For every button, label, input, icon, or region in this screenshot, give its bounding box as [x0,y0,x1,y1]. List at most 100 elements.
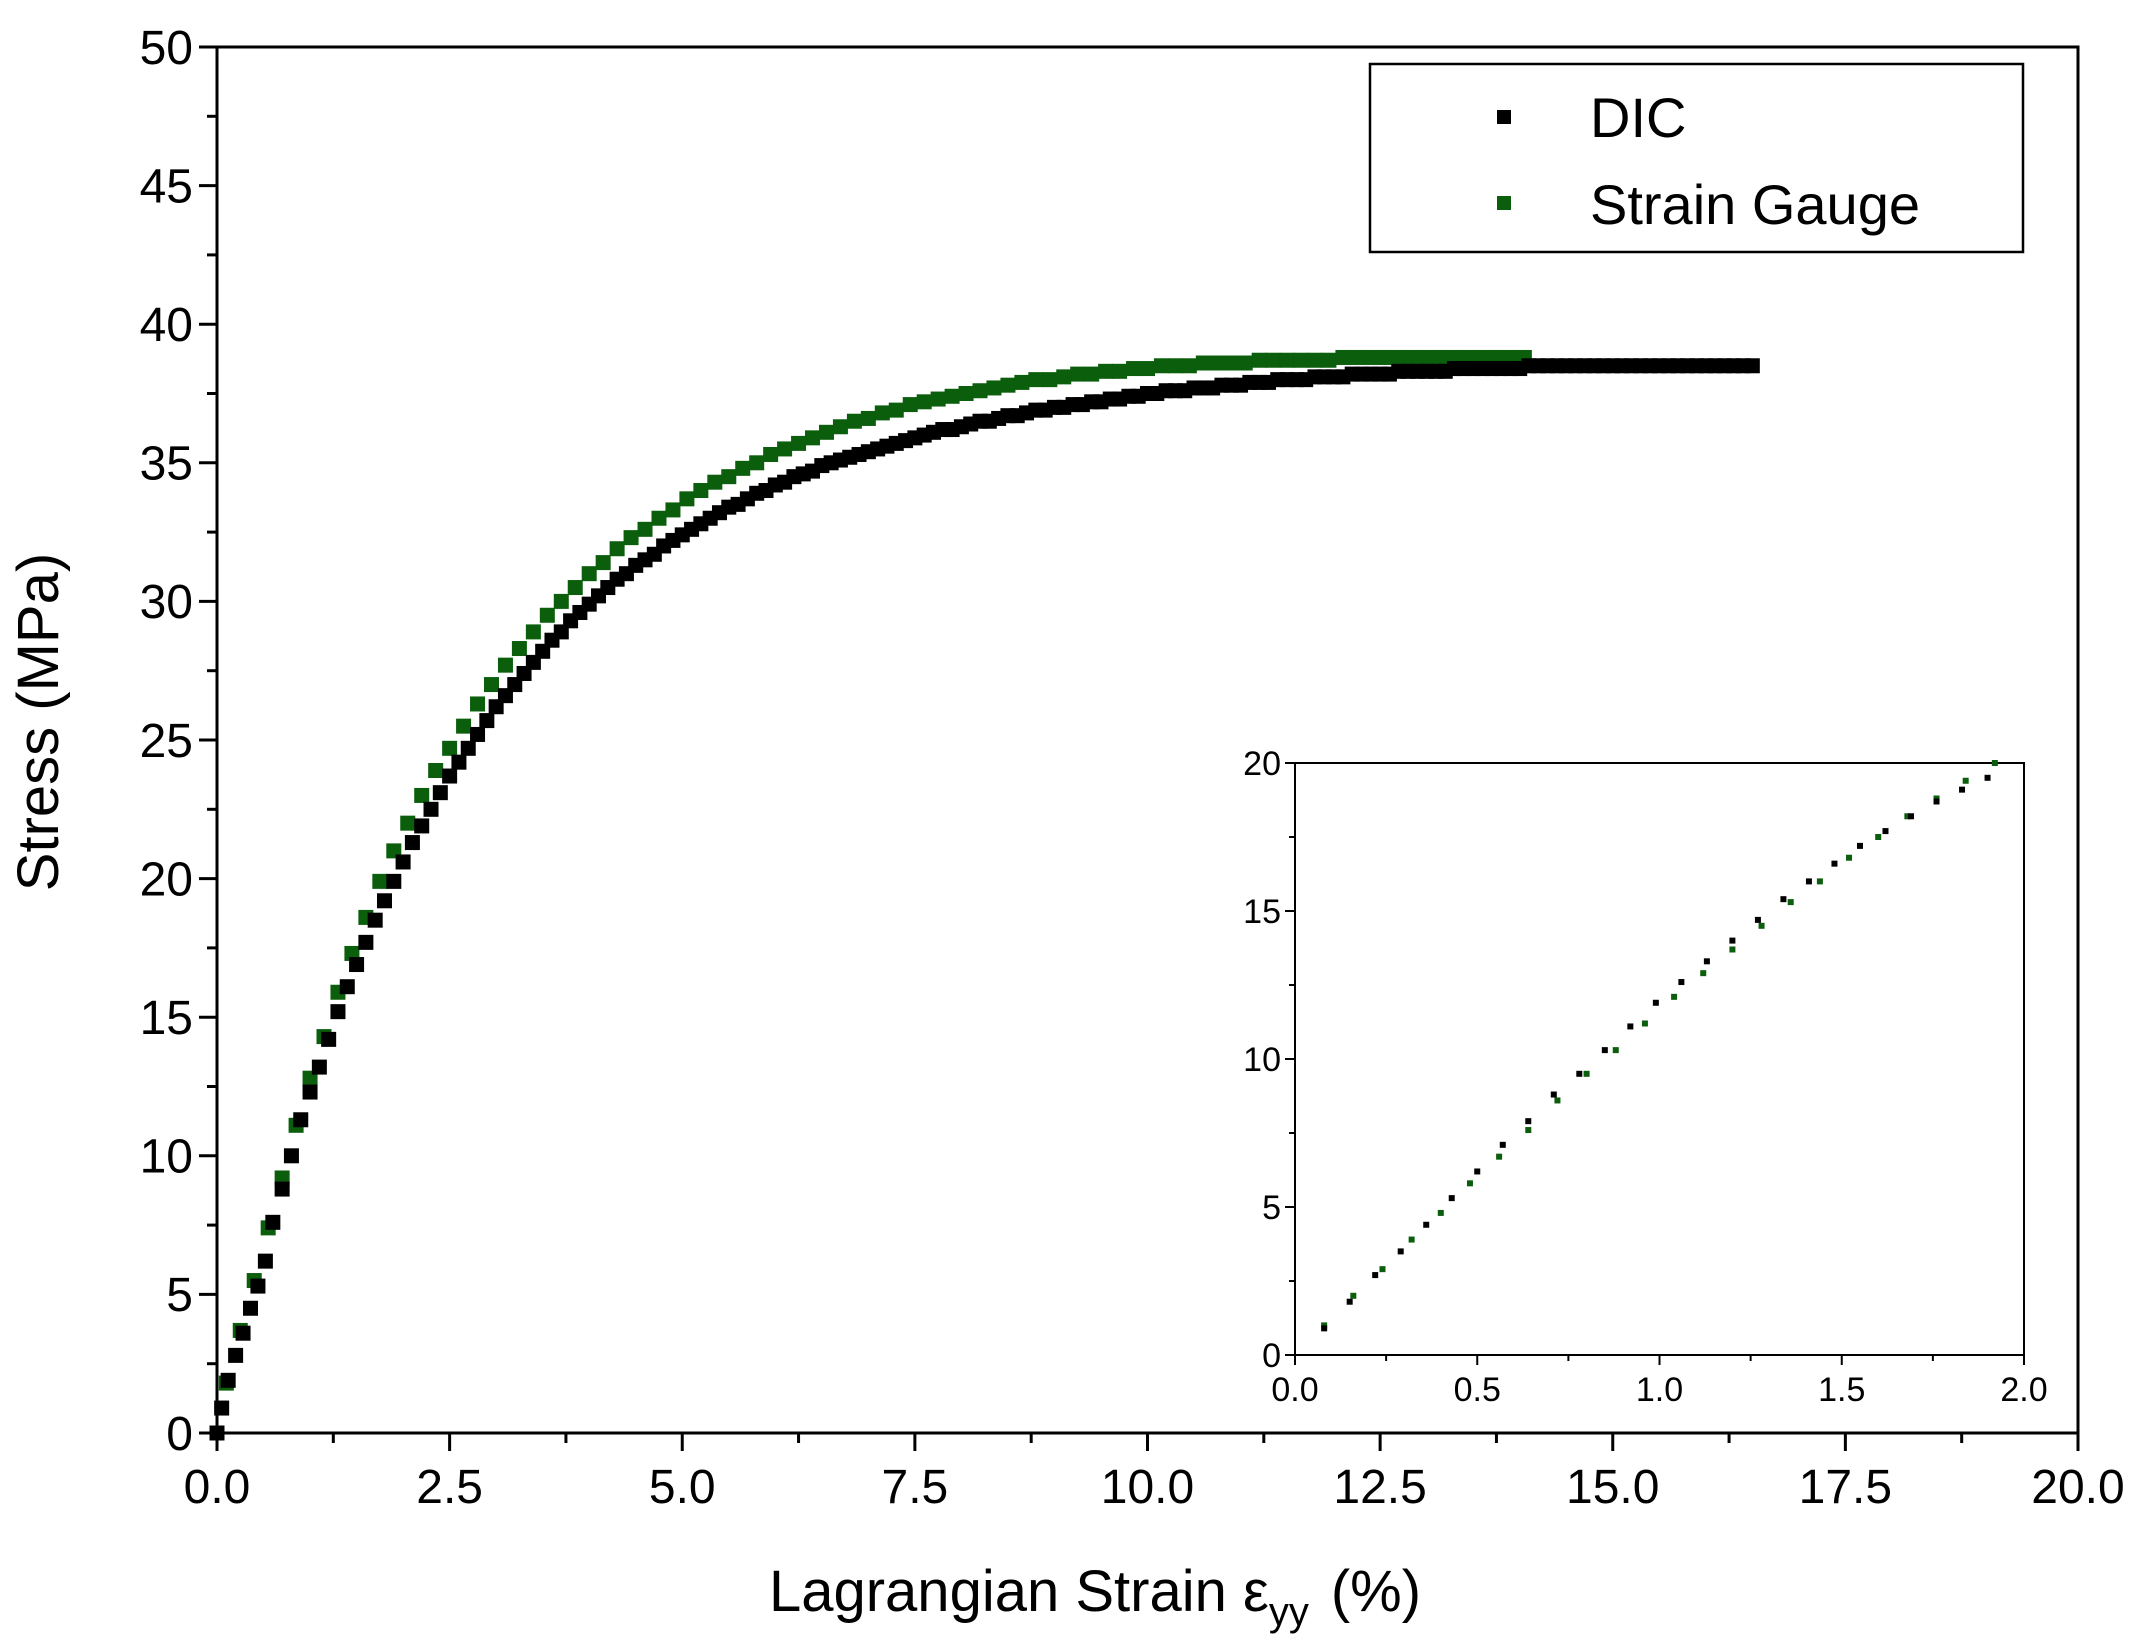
main-point-strain-gauge [1209,355,1225,371]
main-point-strain-gauge [735,460,751,476]
main-point-strain-gauge [1307,352,1323,368]
main-point-strain-gauge [1433,349,1449,365]
inset-x-tick-label: 0.0 [1271,1371,1318,1409]
main-point-strain-gauge [567,580,583,596]
main-point-dic [367,912,383,928]
main-point-strain-gauge [1419,349,1435,365]
inset-point-dic [1856,842,1863,849]
main-point-strain-gauge [442,740,458,756]
main-x-tick-label: 15.0 [1566,1461,1659,1514]
main-point-strain-gauge [1391,349,1407,365]
inset-axis-ticks: 0.0 0.5 1.0 1.5 2.0 0 5 10 15 20 [1243,745,2047,1409]
main-point-strain-gauge [1056,369,1072,385]
inset-point-dic [1933,798,1940,805]
inset-point-dic [1754,916,1761,923]
main-point-strain-gauge [623,530,639,546]
main-point-strain-gauge [874,405,890,421]
main-point-strain-gauge [539,607,555,623]
main-point-strain-gauge [483,677,499,693]
main-point-strain-gauge [595,555,611,571]
main-point-strain-gauge [1363,349,1379,365]
main-point-strain-gauge [1195,355,1211,371]
main-y-tick-label: 45 [140,160,193,213]
main-point-strain-gauge [1140,361,1155,377]
main-y-tick-label: 15 [140,992,193,1045]
inset-point-dic [1780,896,1787,903]
main-point-strain-gauge [1349,349,1365,365]
main-point-strain-gauge [1070,366,1086,382]
main-y-tick-label: 40 [140,299,193,352]
main-point-dic [414,818,430,834]
main-point-strain-gauge [525,624,541,640]
main-point-dic [311,1059,327,1075]
main-point-strain-gauge [749,455,765,471]
legend-marker-dic [1497,110,1511,124]
inset-point-dic [1908,813,1915,820]
inset-point-strain-gauge [1962,777,1969,784]
main-point-dic [395,854,411,870]
inset-point-strain-gauge [1466,1180,1473,1187]
inset-point-dic [1423,1221,1430,1228]
inset-point-strain-gauge [1991,760,1998,766]
main-x-tick-label: 12.5 [1333,1461,1426,1514]
x-axis-title-main: Lagrangian Strain ε [769,1559,1269,1624]
inset-point-dic [1882,828,1889,835]
main-point-dic [349,957,365,973]
inset-y-tick-label: 20 [1243,745,1281,783]
inset-plot: 0.0 0.5 1.0 1.5 2.0 0 5 10 15 20 [1243,745,2047,1409]
inset-point-dic [1678,979,1685,986]
main-point-strain-gauge [1042,372,1058,388]
main-point-dic [386,873,402,889]
main-point-dic [274,1181,290,1197]
inset-point-strain-gauge [1729,946,1736,953]
inset-point-strain-gauge [1700,970,1707,977]
inset-point-strain-gauge [1671,993,1678,1000]
main-point-dic [235,1325,251,1341]
main-x-tick-label: 20.0 [2031,1461,2124,1514]
main-x-tick-label: 2.5 [416,1461,483,1514]
inset-point-strain-gauge [1904,813,1911,820]
main-point-strain-gauge [902,397,918,413]
inset-point-dic [1474,1168,1481,1175]
main-y-tick-label: 0 [166,1408,193,1461]
inset-point-strain-gauge [1350,1292,1357,1299]
x-axis-title-unit: (%) [1331,1559,1421,1624]
inset-point-dic [1703,958,1710,965]
main-y-tick-label: 20 [140,853,193,906]
main-point-strain-gauge [1237,355,1253,371]
main-point-strain-gauge [1335,349,1351,365]
inset-point-strain-gauge [1496,1153,1503,1160]
main-point-dic [376,893,392,909]
main-point-strain-gauge [1181,358,1197,374]
main-point-strain-gauge [1014,374,1030,390]
main-point-dic [330,1004,346,1020]
inset-point-dic [1601,1047,1608,1054]
main-point-strain-gauge [1153,358,1169,374]
main-point-strain-gauge [414,787,430,803]
legend-marker-strain-gauge [1497,196,1511,210]
inset-point-strain-gauge [1583,1070,1590,1077]
inset-point-strain-gauge [1846,854,1853,861]
main-point-strain-gauge [511,641,527,657]
main-point-strain-gauge [637,521,653,537]
inset-data-points [1321,760,1998,1332]
main-point-dic [265,1214,281,1230]
inset-point-strain-gauge [1612,1047,1619,1054]
legend: DIC Strain Gauge [1368,62,2025,254]
main-point-dic [250,1278,266,1294]
main-point-dic [451,754,467,770]
main-axis-ticks: 0.0 2.5 5.0 7.5 10.0 12.5 15.0 17.5 20.0 0 5 10 15 20… [140,22,2125,1514]
main-point-strain-gauge [860,410,876,426]
main-point-strain-gauge [553,593,569,609]
main-point-strain-gauge [805,430,821,446]
main-point-strain-gauge [930,391,946,407]
main-y-tick-label: 30 [140,576,193,629]
inset-point-strain-gauge [1758,922,1765,929]
main-point-strain-gauge [846,413,862,429]
main-x-tick-label: 0.0 [184,1461,251,1514]
legend-label-strain-gauge: Strain Gauge [1590,173,1920,236]
inset-point-dic [1397,1248,1404,1255]
y-axis-title: Stress (MPa) [6,553,71,891]
main-point-dic [228,1347,244,1363]
main-x-tick-label: 17.5 [1799,1461,1892,1514]
